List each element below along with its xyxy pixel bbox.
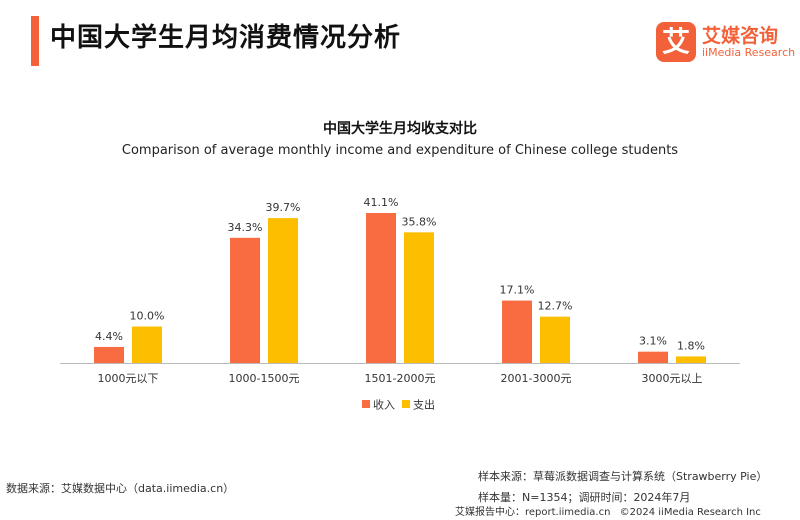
bar-expense (268, 218, 298, 363)
data-source: 数据来源：艾媒数据中心（data.iimedia.cn） (6, 482, 235, 495)
legend-swatch (402, 400, 410, 408)
bar-income (366, 213, 396, 363)
bar-income (94, 346, 124, 363)
chart-title: 中国大学生月均收支对比 (323, 121, 477, 137)
page-title: 中国大学生月均消费情况分析 (50, 23, 402, 53)
data-label: 41.1% (364, 196, 399, 209)
data-label: 4.4% (95, 330, 123, 343)
bar-income (502, 300, 532, 363)
logo-subtitle: iiMedia Research (702, 46, 796, 59)
bar-income (230, 237, 260, 363)
bar-expense (676, 356, 706, 363)
bar-expense (540, 316, 570, 363)
iimedia-logo: 艾 艾媒咨询 iiMedia Research (656, 20, 796, 64)
data-label: 17.1% (500, 284, 535, 297)
sample-info-block: 样本来源：草莓派数据调查与计算系统（Strawberry Pie） 样本量：N=… (478, 466, 790, 508)
x-tick-label: 1501-2000元 (365, 372, 436, 385)
data-label: 10.0% (130, 310, 165, 323)
logo-name: 艾媒咨询 (702, 25, 779, 47)
bar-income (638, 351, 668, 363)
sample-source: 样本来源：草莓派数据调查与计算系统（Strawberry Pie） (478, 470, 768, 483)
legend-label: 收入 (373, 398, 395, 412)
data-label: 1.8% (677, 339, 705, 352)
x-tick-label: 1000元以下 (98, 372, 159, 385)
bar-expense (132, 326, 162, 363)
data-label: 39.7% (266, 201, 301, 214)
bottom-line: 艾媒报告中心：report.iimedia.cn ©2024 iiMedia R… (455, 503, 767, 518)
x-tick-label: 2001-3000元 (501, 372, 572, 385)
bar-expense (404, 232, 434, 363)
title-accent-bar (31, 16, 39, 66)
data-label: 3.1% (639, 335, 667, 348)
x-tick-label: 1000-1500元 (229, 372, 300, 385)
legend-swatch (362, 400, 370, 408)
copyright: ©2024 iiMedia Research Inc (619, 507, 761, 518)
report-center: 艾媒报告中心：report.iimedia.cn (455, 507, 611, 518)
sample-size: 样本量：N=1354；调研时间：2024年7月 (478, 491, 691, 504)
chart-subtitle: Comparison of average monthly income and… (121, 143, 679, 158)
legend-label: 支出 (413, 398, 435, 412)
data-label: 12.7% (538, 300, 573, 313)
data-label: 34.3% (228, 221, 263, 234)
bar-chart: 4.4% 10.0% 1000元以下 34.3%39.7% 1000-1500元 41.1… (60, 196, 740, 412)
logo-mark: 艾 (656, 22, 696, 62)
data-label: 35.8% (402, 215, 437, 228)
x-tick-label: 3000元以上 (642, 372, 703, 385)
